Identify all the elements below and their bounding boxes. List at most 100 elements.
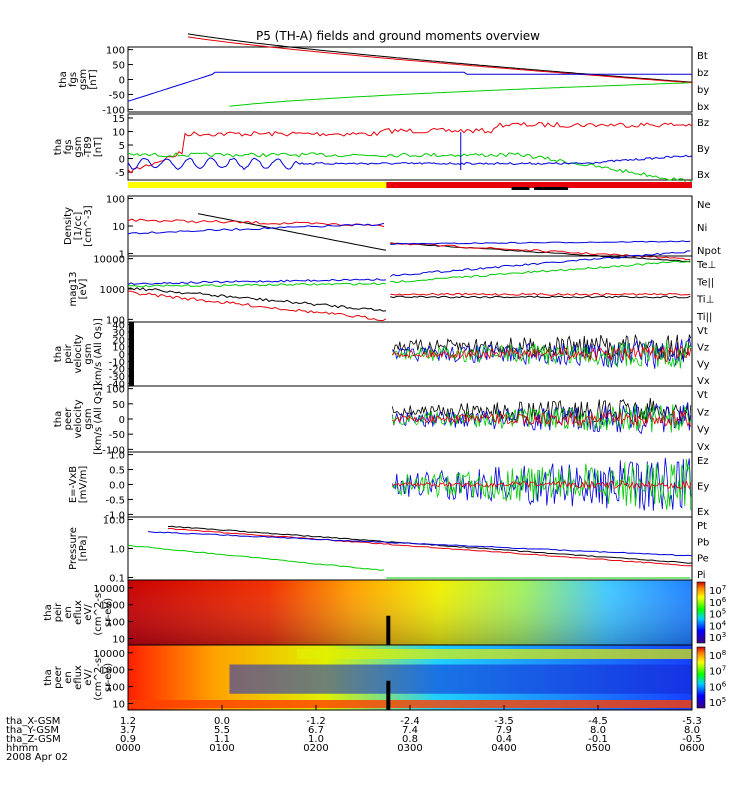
trace-By bbox=[127, 152, 693, 184]
y-axis-label-line: sr-eV) bbox=[103, 598, 114, 627]
y-tick-label: 0 bbox=[119, 415, 125, 426]
spectrogram-band-low bbox=[128, 700, 692, 708]
y-axis-label-line: peer bbox=[63, 407, 74, 431]
y-axis-label-line: gsm bbox=[83, 343, 94, 364]
legend-Vx: Vx bbox=[697, 376, 710, 387]
trace-Vy bbox=[392, 340, 692, 369]
y-tick-label: -5 bbox=[115, 168, 125, 179]
y-tick-label: 100 bbox=[106, 194, 125, 205]
y-axis-label-line: gsm bbox=[73, 136, 84, 157]
x-tick-label: 0300 bbox=[397, 743, 422, 754]
y-axis-label-line: eflux bbox=[73, 600, 84, 625]
panel-pressure: 10.0 1.0 0.1 Pressure [nPa] Pt Pb Pe Pi bbox=[68, 516, 709, 585]
y-axis-label-line: eflux bbox=[73, 665, 84, 690]
legend-Ex: Ex bbox=[697, 507, 709, 518]
y-tick-label: -10 bbox=[109, 357, 125, 368]
y-axis-label-line: en bbox=[63, 606, 74, 619]
trace-Ni bbox=[197, 213, 387, 251]
y-axis-label: E=-VxB [mV/m] bbox=[68, 466, 89, 504]
traces-density bbox=[127, 213, 691, 263]
y-tick-label: 50 bbox=[112, 61, 125, 72]
traces-peer_vel bbox=[391, 398, 692, 435]
mode-bar-burst bbox=[534, 187, 569, 190]
legend-Te⊥: Te⊥ bbox=[696, 260, 716, 271]
y-axis-label-line: tha bbox=[53, 139, 64, 155]
data-gap-bar bbox=[386, 615, 391, 645]
legend-Te||: Te|| bbox=[696, 277, 714, 288]
y-tick-label: 40 bbox=[112, 321, 125, 332]
x-tick-label: 7.4 bbox=[402, 725, 418, 736]
y-tick-label: 1.0 bbox=[109, 545, 125, 556]
x-tick-label: 1.0 bbox=[308, 734, 324, 745]
y-axis-label-line: peir bbox=[53, 602, 64, 622]
trace-Npot-after bbox=[390, 240, 691, 245]
y-tick-label: 10 bbox=[112, 343, 125, 354]
y-axis-label-line: fgs bbox=[63, 139, 74, 154]
legend-Vx: Vx bbox=[697, 442, 710, 453]
mode-bar-burst bbox=[511, 187, 530, 190]
legend-bz: bz bbox=[697, 68, 709, 79]
x-tick-label: 0200 bbox=[303, 743, 328, 754]
y-axis-label-line: Pressure bbox=[68, 527, 79, 570]
trace-Pb bbox=[167, 527, 693, 567]
traces-efield bbox=[391, 457, 692, 511]
y-axis-label: tha fgs gsm [nT] bbox=[58, 69, 99, 90]
traces-fgs_t89 bbox=[127, 121, 693, 190]
y-axis-label-line: [nT] bbox=[88, 69, 99, 89]
y-tick-label: 10.0 bbox=[103, 516, 125, 527]
y-axis-label-line: eV/ bbox=[83, 604, 94, 621]
trace-Vz bbox=[391, 345, 692, 363]
legend-Vy: Vy bbox=[697, 425, 710, 436]
legend-Vy: Vy bbox=[697, 359, 710, 370]
y-axis-label-line: gsm bbox=[78, 69, 89, 90]
mode-bar-fast bbox=[386, 182, 692, 188]
x-tick-label: -5.3 bbox=[682, 716, 702, 727]
y-axis-label-line: [km/s (All Qs)] bbox=[93, 318, 104, 390]
y-axis-label-line: gsm bbox=[83, 408, 94, 429]
y-axis-label-line: en bbox=[63, 671, 74, 684]
y-axis-label-line: [1/cc] bbox=[73, 212, 84, 241]
y-axis-label: tha peer en eflux eV/(cm^2-s-sr-eV) bbox=[43, 654, 114, 701]
legend-Vz: Vz bbox=[697, 407, 709, 418]
legend-Vt: Vt bbox=[697, 326, 708, 337]
y-axis-label-line: tha bbox=[53, 411, 64, 427]
x-tick-label: -0.5 bbox=[682, 734, 702, 745]
legend-Pi: Pi bbox=[697, 570, 706, 581]
trace-Te-par bbox=[127, 287, 387, 312]
spectrogram-band-mid bbox=[229, 664, 692, 694]
y-tick-label: 10000 bbox=[93, 649, 125, 660]
y-tick-label: 100 bbox=[106, 46, 125, 57]
colorbar-peer_en: 108 107 106 105 bbox=[696, 646, 727, 709]
x-tick-label: 8.0 bbox=[590, 725, 606, 736]
panel-frame bbox=[127, 255, 693, 323]
trace-Te-perp bbox=[127, 290, 387, 321]
trace-saturated bbox=[129, 322, 134, 386]
y-axis-label-line: peer bbox=[53, 665, 64, 689]
x-tick-label: 7.9 bbox=[496, 725, 512, 736]
traces-temp bbox=[127, 250, 691, 321]
traces-peir_vel bbox=[129, 322, 692, 386]
colorbar-tick-label: 105 bbox=[709, 696, 726, 709]
y-axis-label-line: [mV/m] bbox=[78, 466, 89, 504]
colorbar-tick-label: 107 bbox=[709, 665, 726, 678]
y-tick-label: 0.5 bbox=[109, 466, 125, 477]
y-axis-label-line: tha bbox=[58, 71, 69, 87]
y-tick-label: 0 bbox=[119, 76, 125, 87]
y-tick-label: 10 bbox=[112, 222, 125, 233]
y-axis-label: mag13 [eV] bbox=[68, 272, 89, 307]
y-axis-label: tha peir en eflux eV/(cm^2-s-sr-eV) bbox=[43, 589, 114, 636]
x-tick-label: 0.4 bbox=[496, 734, 512, 745]
x-tick-label: -1.2 bbox=[306, 716, 326, 727]
y-tick-label: 10000 bbox=[93, 584, 125, 595]
colorbar-scale bbox=[696, 581, 706, 644]
y-tick-label: 10 bbox=[112, 127, 125, 138]
x-tick-label: 1.1 bbox=[214, 734, 230, 745]
y-axis-label-line: Density bbox=[63, 207, 74, 245]
y-tick-label: -100 bbox=[102, 445, 125, 456]
legend-Npot: Npot bbox=[697, 246, 721, 257]
trace-Ti-perp bbox=[127, 278, 387, 286]
panel-frame bbox=[127, 195, 693, 257]
